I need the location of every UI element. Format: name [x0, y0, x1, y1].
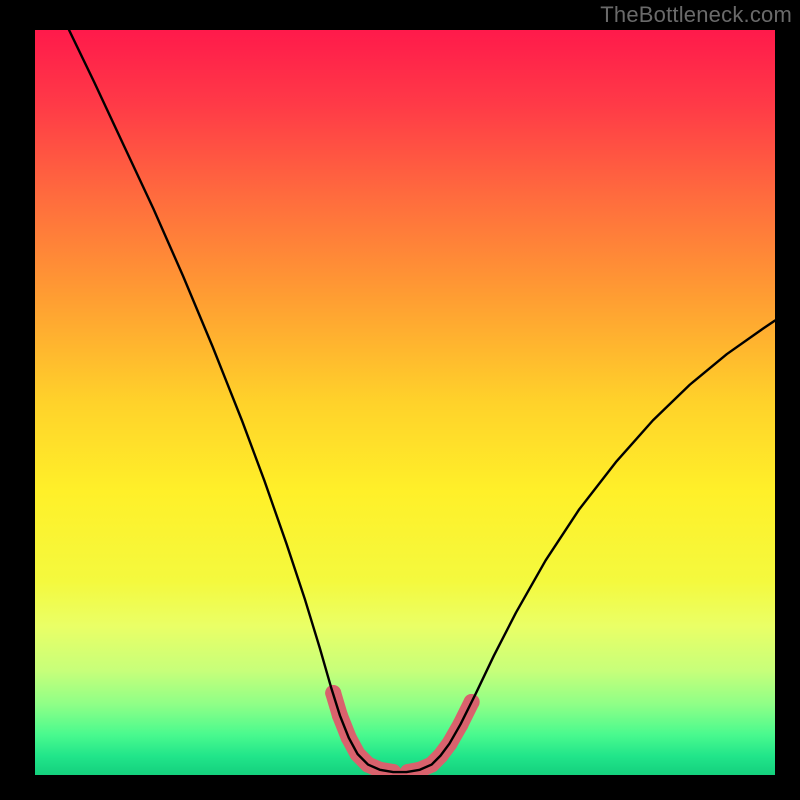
chart-svg — [35, 30, 775, 775]
watermark-text: TheBottleneck.com — [600, 2, 792, 28]
outer-frame: TheBottleneck.com — [0, 0, 800, 800]
gradient-background — [35, 30, 775, 775]
plot-area — [35, 30, 775, 775]
